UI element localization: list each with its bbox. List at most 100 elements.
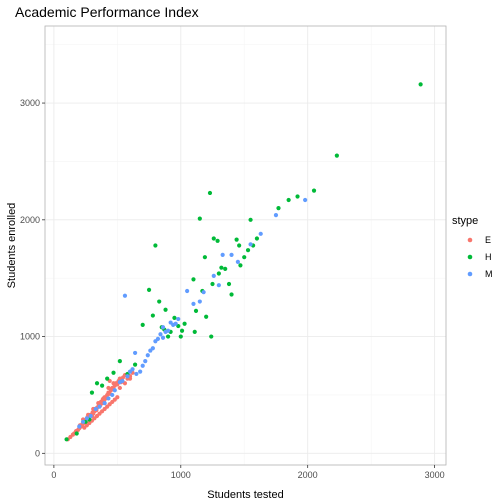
data-point: [102, 401, 107, 406]
x-tick-label: 2000: [298, 470, 318, 480]
data-point: [134, 371, 139, 377]
data-point: [93, 406, 98, 412]
data-point: [110, 392, 115, 398]
data-point: [122, 293, 128, 298]
data-point: [276, 206, 281, 211]
y-tick-label: 1000: [20, 332, 40, 342]
data-point: [286, 197, 291, 203]
data-point: [234, 237, 239, 242]
data-point: [150, 346, 155, 351]
grid-lines: [45, 26, 446, 465]
data-point: [191, 277, 196, 282]
data-point: [311, 188, 317, 193]
data-point: [115, 395, 120, 400]
data-point: [273, 213, 279, 218]
data-point: [165, 334, 171, 339]
data-point: [237, 243, 242, 248]
legend-key-E: [467, 237, 473, 243]
x-tick-label: 0: [51, 470, 56, 480]
data-point: [176, 316, 181, 322]
data-points: [64, 82, 423, 442]
legend-label-H: H: [485, 252, 492, 262]
data-point: [202, 255, 207, 260]
data-point: [192, 329, 197, 334]
legend-title: stype: [452, 215, 478, 227]
data-point: [74, 431, 79, 436]
x-axis-title: Students tested: [207, 489, 283, 501]
legend: stype EHM: [452, 215, 493, 279]
data-point: [211, 236, 216, 241]
data-point: [173, 321, 178, 326]
data-point: [100, 383, 105, 388]
data-point: [216, 271, 221, 276]
data-point: [145, 353, 150, 358]
data-point: [106, 385, 111, 391]
data-point: [117, 358, 122, 364]
data-point: [77, 424, 82, 429]
chart-title: Academic Performance Index: [15, 4, 199, 20]
data-point: [210, 281, 215, 287]
data-point: [179, 328, 185, 333]
data-point: [295, 194, 300, 199]
axes: 0 1000 2000 3000 0 1000 2000 3000: [20, 98, 445, 480]
data-point: [138, 369, 143, 374]
legend-label-M: M: [485, 269, 493, 279]
data-point: [84, 416, 89, 421]
data-point: [88, 413, 93, 419]
data-point: [80, 419, 86, 424]
data-point: [150, 313, 155, 318]
data-point: [165, 328, 171, 333]
data-point: [106, 396, 111, 401]
data-point: [245, 248, 251, 253]
legend-key-M: [467, 271, 473, 277]
data-point: [94, 381, 100, 386]
data-point: [248, 242, 253, 247]
data-point: [160, 335, 166, 340]
data-point: [158, 332, 163, 337]
data-point: [146, 287, 152, 292]
y-tick-label: 0: [35, 448, 40, 458]
data-point: [125, 374, 130, 379]
data-point: [120, 378, 125, 384]
data-point: [172, 315, 177, 320]
data-point: [193, 308, 199, 313]
data-point: [204, 314, 209, 319]
data-point: [226, 281, 232, 287]
data-point: [201, 290, 206, 295]
data-point: [258, 231, 263, 236]
data-point: [242, 255, 247, 260]
data-point: [111, 381, 116, 386]
data-point: [215, 238, 220, 243]
data-point: [140, 322, 145, 327]
data-point: [197, 299, 202, 304]
data-point: [209, 334, 214, 339]
data-point: [160, 325, 166, 330]
data-point: [185, 288, 190, 294]
data-point: [229, 252, 234, 257]
data-point: [219, 265, 224, 270]
data-point: [89, 390, 95, 395]
data-point: [105, 376, 110, 381]
data-point: [143, 358, 148, 364]
data-point: [235, 259, 240, 264]
data-point: [238, 263, 243, 268]
data-point: [157, 299, 162, 304]
plot-panel-border: [44, 25, 447, 466]
data-point: [248, 217, 253, 222]
x-tick-label: 3000: [425, 470, 445, 480]
x-tick-label: 1000: [171, 470, 191, 480]
data-point: [303, 197, 308, 203]
data-point: [155, 336, 161, 342]
data-point: [418, 82, 423, 87]
data-point: [191, 301, 196, 306]
data-point: [163, 307, 168, 312]
series-M: [77, 197, 308, 429]
data-point: [207, 190, 213, 196]
data-point: [216, 283, 221, 288]
data-point: [220, 252, 225, 257]
data-point: [182, 321, 187, 326]
data-point: [140, 363, 145, 368]
data-point: [132, 350, 138, 356]
data-point: [223, 266, 228, 271]
